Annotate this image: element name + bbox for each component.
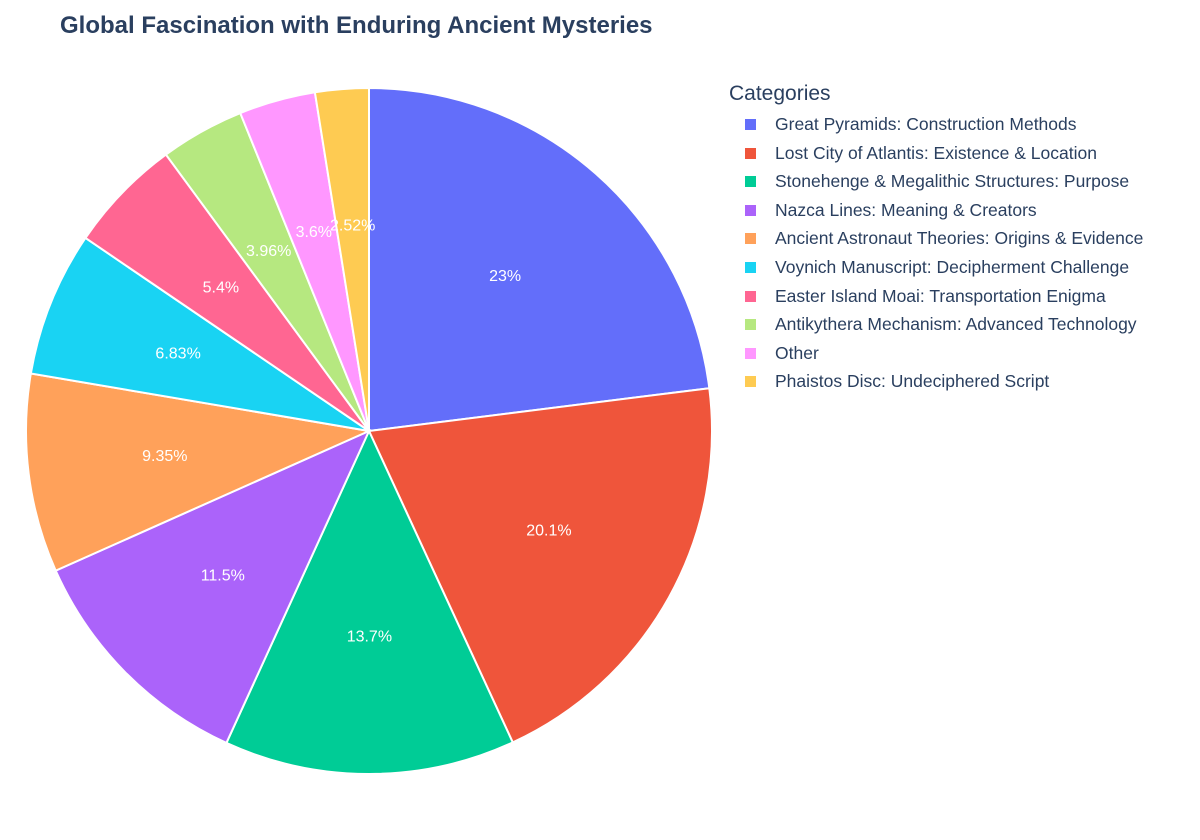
legend-swatch: [745, 376, 756, 388]
slice-label-10: 2.52%: [330, 217, 375, 234]
legend-label: Phaistos Disc: Undeciphered Script: [775, 371, 1050, 392]
pie-slice-4[interactable]: [54, 429, 372, 745]
legend-item-9[interactable]: Other: [729, 339, 831, 368]
pie-slice-10[interactable]: [313, 86, 370, 432]
slice-label-1: 23%: [489, 268, 521, 285]
legend-label: Ancient Astronaut Theories: Origins & Ev…: [775, 228, 1144, 249]
legend-item-3[interactable]: Stonehenge & Megalithic Structures: Purp…: [729, 167, 1129, 196]
legend-swatch: [745, 204, 756, 216]
legend-item-7[interactable]: Easter Island Moai: Transportation Enigm…: [729, 282, 1106, 311]
slice-label-8: 3.96%: [246, 243, 291, 260]
legend-item-4[interactable]: Nazca Lines: Meaning & Creators: [729, 196, 1037, 225]
slice-label-5: 9.35%: [142, 448, 187, 465]
legend: Categories Great Pyramids: Construction …: [729, 81, 1143, 396]
legend-label: Lost City of Atlantis: Existence & Locat…: [775, 142, 1097, 163]
pie-slice-1[interactable]: [368, 86, 711, 433]
legend-label: Nazca Lines: Meaning & Creators: [775, 199, 1037, 220]
legend-label: Other: [775, 342, 819, 363]
legend-title: Categories: [729, 82, 831, 105]
slice-label-7: 5.4%: [203, 280, 239, 297]
legend-item-2[interactable]: Lost City of Atlantis: Existence & Locat…: [729, 139, 1097, 168]
legend-swatch: [745, 233, 756, 245]
slice-label-9: 3.6%: [296, 224, 332, 241]
legend-label: Voynich Manuscript: Decipherment Challen…: [775, 256, 1130, 277]
slice-label-3: 13.7%: [347, 628, 392, 645]
legend-item-6[interactable]: Voynich Manuscript: Decipherment Challen…: [729, 253, 1129, 282]
legend-label: Great Pyramids: Construction Methods: [775, 114, 1077, 134]
pie-slice-6[interactable]: [29, 236, 370, 432]
legend-label: Antikythera Mechanism: Advanced Technolo…: [775, 314, 1137, 335]
slice-label-4: 11.5%: [201, 567, 245, 584]
legend-label: Easter Island Moai: Transportation Enigm…: [775, 285, 1106, 306]
slice-label-6: 6.83%: [155, 346, 200, 363]
pie-slice-2[interactable]: [367, 387, 713, 744]
legend-item-5[interactable]: Ancient Astronaut Theories: Origins & Ev…: [729, 224, 1143, 253]
legend-item-8[interactable]: Antikythera Mechanism: Advanced Technolo…: [729, 310, 1137, 339]
legend-swatch: [745, 147, 756, 159]
legend-swatch: [745, 290, 756, 302]
legend-item-10[interactable]: Phaistos Disc: Undeciphered Script: [729, 367, 1049, 396]
legend-label: Stonehenge & Megalithic Structures: Purp…: [775, 171, 1130, 192]
pie-slice-5[interactable]: [25, 372, 373, 572]
legend-swatch: [745, 176, 756, 188]
legend-swatch: [745, 347, 756, 359]
legend-swatch: [745, 261, 756, 273]
legend-swatch: [745, 319, 756, 331]
slice-label-2: 20.1%: [526, 522, 571, 539]
chart-title: Global Fascination with Enduring Ancient…: [60, 12, 653, 39]
legend-swatch: [745, 119, 756, 130]
legend-item-1[interactable]: Great Pyramids: Construction Methods: [729, 110, 1077, 139]
pie-slice-3[interactable]: [225, 428, 515, 775]
